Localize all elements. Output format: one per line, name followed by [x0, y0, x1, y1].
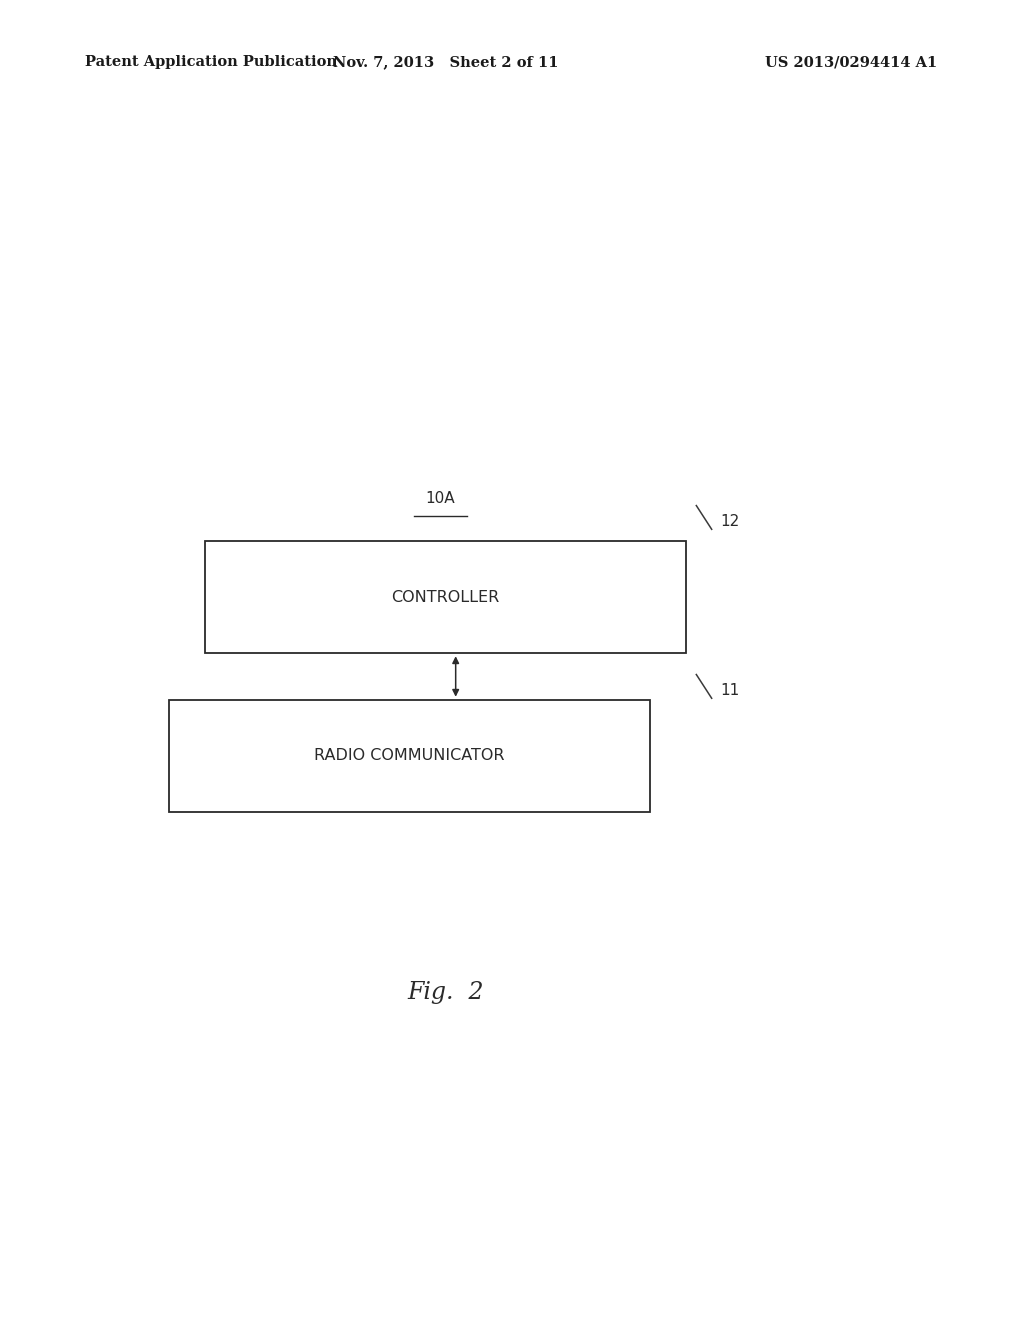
Bar	[205, 541, 686, 653]
Text: RADIO COMMUNICATOR: RADIO COMMUNICATOR	[314, 748, 505, 763]
Text: Fig.  2: Fig. 2	[408, 981, 483, 1005]
Text: Nov. 7, 2013   Sheet 2 of 11: Nov. 7, 2013 Sheet 2 of 11	[333, 55, 558, 69]
Text: CONTROLLER: CONTROLLER	[391, 590, 500, 605]
Text: US 2013/0294414 A1: US 2013/0294414 A1	[765, 55, 937, 69]
Text: 11: 11	[720, 682, 739, 698]
Bar	[169, 700, 650, 812]
Text: Patent Application Publication: Patent Application Publication	[85, 55, 337, 69]
Text: 10A: 10A	[426, 491, 455, 507]
Text: 12: 12	[720, 513, 739, 529]
